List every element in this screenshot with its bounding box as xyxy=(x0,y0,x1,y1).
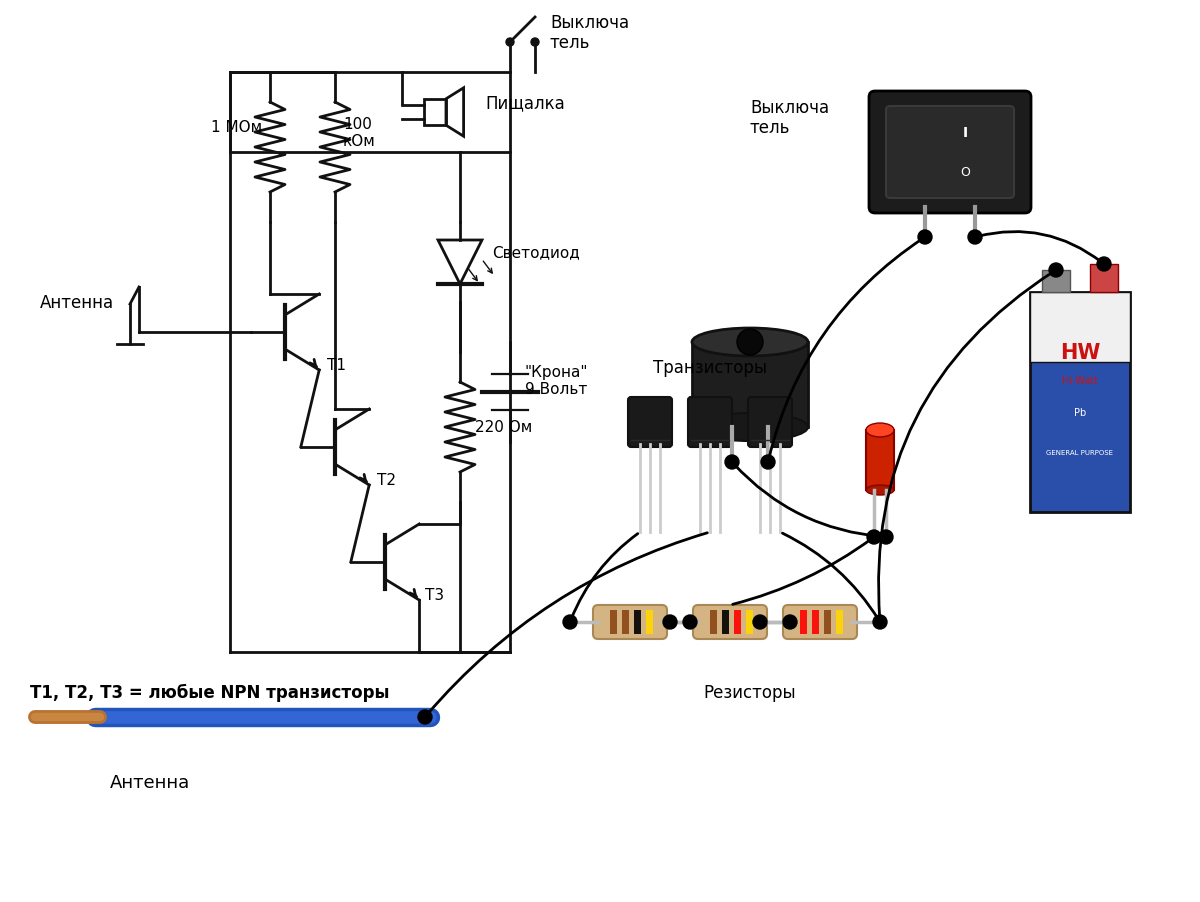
Circle shape xyxy=(754,615,767,630)
Circle shape xyxy=(725,456,739,469)
FancyBboxPatch shape xyxy=(694,605,767,640)
Text: Выключа
тель: Выключа тель xyxy=(750,98,829,137)
Bar xyxy=(610,611,617,634)
Text: "Крона"
9 Вольт: "Крона" 9 Вольт xyxy=(526,364,588,397)
Bar xyxy=(746,611,754,634)
Text: 1 МОм: 1 МОм xyxy=(211,120,262,135)
Circle shape xyxy=(737,329,763,355)
Ellipse shape xyxy=(866,424,894,437)
Circle shape xyxy=(1097,258,1111,272)
Bar xyxy=(866,430,894,491)
Ellipse shape xyxy=(866,485,894,495)
FancyBboxPatch shape xyxy=(688,398,732,447)
Text: HW: HW xyxy=(1060,343,1100,363)
Ellipse shape xyxy=(692,413,808,441)
Bar xyxy=(1030,292,1130,512)
Bar xyxy=(646,611,653,634)
Text: O: O xyxy=(960,166,970,179)
Circle shape xyxy=(563,615,577,630)
Circle shape xyxy=(530,39,539,47)
Bar xyxy=(622,611,629,634)
Text: 100
кОм: 100 кОм xyxy=(343,116,376,149)
Bar xyxy=(824,611,830,634)
Bar xyxy=(1030,292,1130,363)
Bar xyxy=(734,611,742,634)
FancyBboxPatch shape xyxy=(869,92,1031,214)
Bar xyxy=(710,611,718,634)
Circle shape xyxy=(918,231,932,244)
FancyBboxPatch shape xyxy=(593,605,667,640)
Circle shape xyxy=(784,615,797,630)
Text: Т2: Т2 xyxy=(377,473,396,487)
Bar xyxy=(634,611,641,634)
Circle shape xyxy=(761,456,775,469)
Bar xyxy=(1090,264,1118,292)
Text: Транзисторы: Транзисторы xyxy=(653,359,767,376)
Circle shape xyxy=(683,615,697,630)
Circle shape xyxy=(662,615,677,630)
Ellipse shape xyxy=(692,328,808,356)
Text: Выключа
тель: Выключа тель xyxy=(550,14,629,52)
Text: Hi-Watt: Hi-Watt xyxy=(1062,375,1098,385)
Circle shape xyxy=(866,530,881,545)
Bar xyxy=(424,100,446,126)
Circle shape xyxy=(968,231,982,244)
Bar xyxy=(812,611,818,634)
Text: Pb: Pb xyxy=(1074,408,1086,418)
Text: Пищалка: Пищалка xyxy=(485,94,565,112)
Bar xyxy=(692,343,808,428)
FancyBboxPatch shape xyxy=(782,605,857,640)
Text: I: I xyxy=(962,126,967,140)
Circle shape xyxy=(1049,263,1063,278)
Text: Антенна: Антенна xyxy=(40,294,114,312)
FancyBboxPatch shape xyxy=(886,106,1014,198)
Circle shape xyxy=(880,530,893,545)
Text: Антенна: Антенна xyxy=(110,773,190,791)
FancyBboxPatch shape xyxy=(628,398,672,447)
Circle shape xyxy=(872,615,887,630)
Text: Т1: Т1 xyxy=(326,357,346,373)
FancyBboxPatch shape xyxy=(748,398,792,447)
Text: Т1, Т2, Т3 = любые NPN транзисторы: Т1, Т2, Т3 = любые NPN транзисторы xyxy=(30,683,390,701)
Bar xyxy=(836,611,842,634)
Text: 220 Ом: 220 Ом xyxy=(475,420,533,435)
Text: Светодиод: Светодиод xyxy=(492,245,580,260)
Circle shape xyxy=(506,39,514,47)
Bar xyxy=(722,611,730,634)
Text: Резисторы: Резисторы xyxy=(703,683,797,701)
Bar xyxy=(1042,271,1070,292)
Text: Т3: Т3 xyxy=(425,587,444,603)
Bar xyxy=(800,611,806,634)
Text: GENERAL PURPOSE: GENERAL PURPOSE xyxy=(1046,449,1114,456)
Circle shape xyxy=(418,710,432,724)
